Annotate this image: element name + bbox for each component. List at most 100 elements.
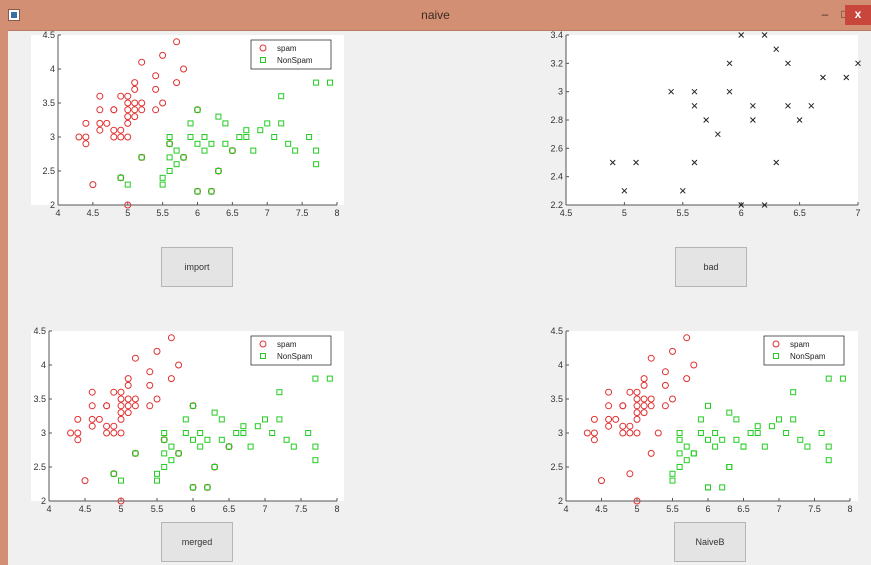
- import-nonspam-point: [173, 147, 180, 154]
- bad-data-point-stroke: [609, 159, 616, 166]
- import-button[interactable]: import: [161, 247, 233, 287]
- bad-y-tick-label: 3: [558, 87, 563, 97]
- naive-spam-point: [626, 422, 634, 430]
- naive-nonspam-point: [726, 464, 733, 470]
- naive-nonspam-point: [733, 416, 740, 423]
- merged-nonspam-point: [154, 470, 160, 477]
- import-nonspam-point: [243, 127, 250, 134]
- import-spam-point: [96, 92, 104, 100]
- import-nonspam-point: [313, 147, 320, 154]
- bad-data-point-stroke: [726, 60, 733, 67]
- merged-button[interactable]: merged: [161, 522, 233, 562]
- merged-spam-point: [74, 436, 82, 444]
- merged-nonspam-point: [240, 430, 247, 436]
- merged-nonspam-point: [254, 423, 261, 430]
- import-nonspam-point: [159, 174, 166, 181]
- bad-data-point: [621, 187, 628, 194]
- naive-spam-point: [605, 422, 613, 430]
- merged-spam-point: [146, 402, 154, 410]
- import-nonspam-point: [117, 174, 124, 181]
- import-spam-point: [138, 99, 146, 107]
- naive-spam-point: [605, 415, 613, 423]
- merged-x-tick-label: 8: [334, 504, 339, 514]
- naive-y-tick-label: 4: [558, 360, 563, 370]
- naive-spam-point: [583, 429, 591, 437]
- import-spam-point: [124, 99, 132, 107]
- naive-spam-point: [626, 388, 634, 396]
- import-y-tick-label: 4.5: [42, 30, 55, 40]
- merged-spam-point: [117, 415, 125, 423]
- naive-spam-point: [633, 402, 641, 410]
- import-spam-point: [152, 72, 160, 80]
- merged-spam-point: [88, 415, 96, 423]
- window-title: naive: [421, 8, 450, 22]
- import-spam-point: [75, 133, 83, 141]
- window-titlebar[interactable]: naive – □ x: [0, 0, 871, 31]
- merged-legend-marker: [259, 340, 267, 348]
- bad-data-point: [633, 159, 639, 166]
- merged-spam-point: [124, 375, 132, 383]
- import-nonspam-point: [257, 127, 264, 134]
- naive-legend-label: spam: [790, 340, 810, 349]
- naive-legend-label: NonSpam: [790, 352, 826, 361]
- bad-data-point-stroke: [855, 60, 861, 67]
- merged-nonspam-point: [218, 416, 225, 423]
- naive-nonspam-point: [818, 430, 825, 436]
- bad-data-point-stroke: [726, 88, 733, 95]
- merged-spam-point: [146, 381, 154, 389]
- naive-spam-point: [626, 429, 634, 437]
- merged-nonspam-point: [290, 443, 297, 450]
- import-nonspam-point: [222, 120, 229, 127]
- import-x-tick-label: 4: [55, 208, 60, 218]
- import-nonspam-point: [201, 147, 208, 154]
- bad-data-point-stroke: [785, 102, 791, 109]
- bad-x-tick-label: 4.5: [560, 208, 573, 218]
- merged-spam-point: [110, 429, 118, 437]
- naive-button[interactable]: NaiveB: [674, 522, 746, 562]
- bad-data-point-stroke: [691, 88, 698, 95]
- merged-nonspam-point: [161, 464, 168, 470]
- naive-spam-point: [640, 402, 648, 410]
- bad-y-tick-label: 3.2: [550, 58, 563, 68]
- minimize-button[interactable]: –: [821, 7, 829, 21]
- merged-spam-point: [110, 388, 118, 396]
- merged-spam-point: [117, 395, 125, 403]
- naive-nonspam-point: [754, 430, 761, 436]
- bad-data-point: [738, 202, 745, 208]
- bad-data-point-stroke: [820, 74, 826, 81]
- import-spam-point: [82, 140, 90, 148]
- import-spam-point: [131, 106, 139, 114]
- naive-spam-point: [590, 429, 598, 437]
- naive-nonspam-point: [705, 436, 711, 443]
- merged-x-tick-label: 6: [190, 504, 195, 514]
- import-nonspam-point: [166, 154, 173, 161]
- naive-spam-point: [683, 334, 691, 342]
- merged-spam-point: [153, 395, 161, 403]
- merged-spam-point: [103, 402, 111, 410]
- bad-data-point-stroke: [761, 32, 768, 38]
- naive-nonspam-point: [669, 477, 676, 484]
- merged-spam-point: [124, 381, 132, 389]
- naive-nonspam-point: [790, 389, 797, 396]
- import-nonspam-point: [208, 188, 215, 195]
- bad-data-point-stroke: [761, 202, 768, 208]
- bad-data-point: [679, 187, 686, 194]
- bad-button[interactable]: bad: [675, 247, 747, 287]
- import-spam-point: [117, 92, 125, 100]
- close-button[interactable]: x: [845, 5, 871, 25]
- bad-data-point-stroke: [633, 159, 639, 166]
- import-nonspam-point: [180, 154, 187, 161]
- naive-spam-point: [612, 415, 620, 423]
- naive-nonspam-point: [747, 430, 754, 436]
- merged-spam-point: [103, 422, 111, 430]
- merged-spam-point: [117, 409, 125, 417]
- merged-spam-point: [117, 497, 125, 505]
- naive-nonspam-point: [754, 423, 761, 430]
- import-nonspam-point: [194, 106, 201, 113]
- bad-data-point-stroke: [679, 187, 686, 194]
- naive-nonspam-point: [726, 409, 733, 416]
- import-nonspam-point: [271, 134, 278, 140]
- naive-x-tick-label: 6: [705, 504, 710, 514]
- naive-spam-point: [661, 402, 669, 410]
